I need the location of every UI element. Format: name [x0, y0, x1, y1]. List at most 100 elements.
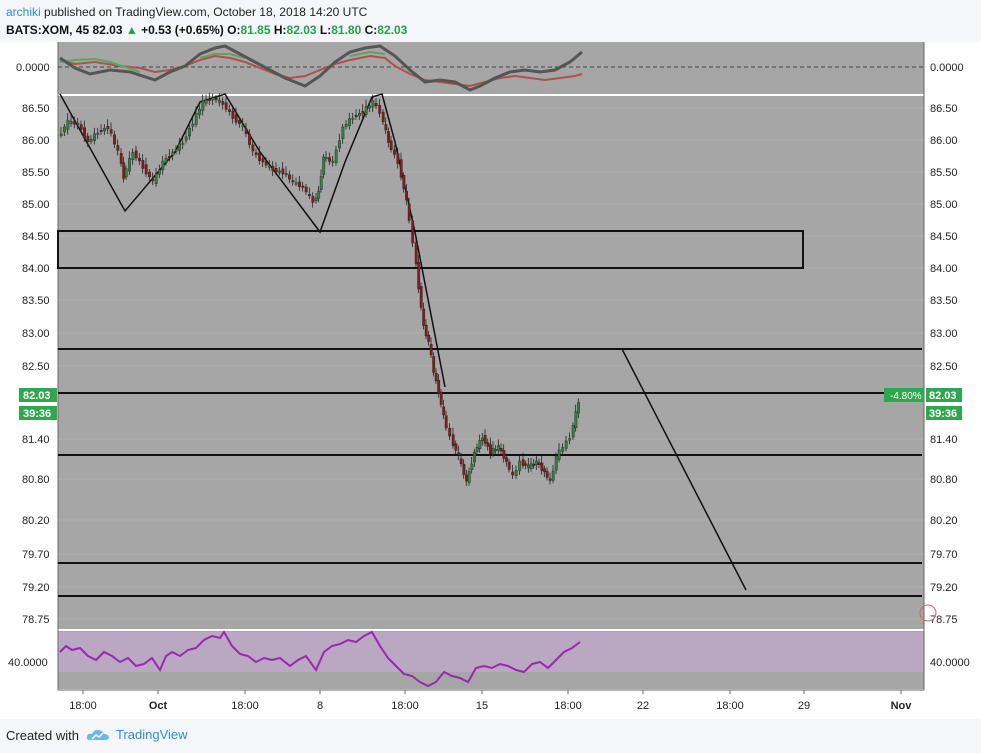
time-axis-label: 18:00	[69, 700, 97, 712]
candle-body	[278, 170, 281, 173]
candle-body	[358, 112, 361, 117]
price-tick-left: 86.50	[22, 103, 50, 115]
candle-body	[551, 470, 555, 481]
candle-body	[457, 452, 460, 456]
candle-body	[298, 181, 301, 188]
candle-body	[194, 113, 198, 125]
candle-body	[451, 434, 455, 446]
price-tick-left: 84.50	[22, 231, 50, 243]
candle-body	[361, 111, 365, 115]
rsi-band	[58, 632, 924, 672]
candle-body	[459, 458, 463, 465]
candle-body	[527, 464, 530, 468]
candle-body	[422, 308, 426, 326]
price-tick-left: 79.20	[22, 582, 50, 594]
candle-body	[211, 97, 215, 101]
candle-body	[537, 462, 541, 466]
price-tick-left: 78.75	[22, 614, 50, 626]
price-tick-right: 86.00	[930, 135, 958, 147]
candle-body	[319, 176, 323, 190]
candle-body	[511, 471, 515, 476]
candle-body	[178, 143, 181, 151]
price-pane[interactable]	[58, 96, 924, 630]
chart-svg[interactable]: 0.0000 0.0000 86.50 86.50 86.00 86.00 85.50 8…	[0, 42, 981, 719]
close-label: C:	[364, 23, 378, 37]
candle-body	[198, 108, 201, 115]
candle-body	[116, 145, 120, 151]
chart-area[interactable]: 0.0000 0.0000 86.50 86.50 86.00 86.00 85.50 8…	[0, 42, 981, 719]
candle-body	[191, 123, 195, 127]
candle-body	[181, 142, 185, 145]
scroll-indicator-icon[interactable]	[919, 604, 937, 622]
tradingview-cloud-icon	[86, 729, 109, 740]
candle-body	[124, 168, 128, 178]
price-badge-left	[19, 388, 57, 402]
candle-body	[288, 174, 291, 180]
candle-body	[99, 129, 103, 133]
candle-body	[475, 447, 479, 452]
candle-body	[486, 442, 490, 447]
candle-body	[304, 186, 308, 193]
candle-body	[59, 133, 63, 136]
countdown-badge-right-text: 39:36	[929, 408, 957, 420]
candle-body	[324, 156, 328, 159]
candle-body	[171, 151, 175, 156]
candle-body	[348, 118, 351, 126]
candle-body	[399, 159, 403, 178]
published-text: published on TradingView.com, October 18…	[44, 5, 368, 19]
candle-body	[502, 450, 506, 459]
author-link[interactable]: archiki	[6, 5, 41, 19]
chart-header: archiki published on TradingView.com, Oc…	[0, 0, 981, 42]
candle-body	[113, 134, 116, 145]
projection-line[interactable]	[621, 348, 747, 591]
candle-body	[258, 152, 261, 161]
candle-body	[334, 149, 338, 163]
resistance-zone-box[interactable]	[57, 230, 804, 269]
candle-body	[419, 286, 423, 308]
candle-body	[554, 456, 558, 471]
candle-body	[434, 373, 438, 382]
candle-body	[524, 463, 528, 466]
time-axis-label: Oct	[149, 700, 168, 712]
ohlc-line: BATS:XOM, 45 82.03 ▲ +0.53 (+0.65%) O:81…	[6, 23, 407, 37]
candle-body	[387, 131, 390, 143]
candle-body	[238, 120, 241, 124]
candle-body	[432, 356, 436, 373]
candle-body	[465, 474, 468, 482]
low-value: 81.80	[331, 23, 362, 37]
brand-label: TradingView	[116, 727, 188, 742]
last-price: 82.03	[92, 23, 123, 37]
candle-body	[138, 157, 141, 162]
candle-body	[507, 461, 511, 470]
candle-body	[284, 173, 288, 176]
time-axis-label: 18:00	[391, 700, 419, 712]
candle-body	[389, 140, 393, 150]
oscillator-fast-line	[59, 44, 583, 92]
tradingview-brand[interactable]: TradingView	[86, 727, 188, 742]
candle-body	[158, 169, 161, 175]
price-tick-right: 82.50	[930, 361, 958, 373]
price-tick-right: 84.50	[930, 231, 958, 243]
candle-body	[254, 152, 258, 156]
candle-body	[184, 136, 188, 141]
change-pct-text: -4.80%	[890, 391, 922, 402]
candle-body	[429, 344, 433, 356]
candle-body	[354, 114, 358, 118]
candle-body	[148, 171, 151, 178]
candle-body	[218, 99, 221, 103]
candle-body	[381, 111, 385, 123]
candle-body	[402, 175, 406, 189]
candle-body	[79, 124, 83, 130]
change-pct-badge	[884, 388, 924, 402]
candle-body	[574, 411, 578, 428]
price-badge-right	[926, 388, 962, 402]
pattern-trendline[interactable]	[59, 93, 446, 388]
candle-body	[442, 406, 446, 416]
candle-body	[540, 462, 544, 471]
symbol-label: BATS:XOM, 45	[6, 23, 90, 37]
time-axis-label: 15	[476, 700, 488, 712]
created-with-text: Created with	[6, 728, 79, 743]
candle-body	[221, 101, 225, 105]
candle-body	[134, 150, 138, 159]
candle-body	[301, 185, 305, 188]
